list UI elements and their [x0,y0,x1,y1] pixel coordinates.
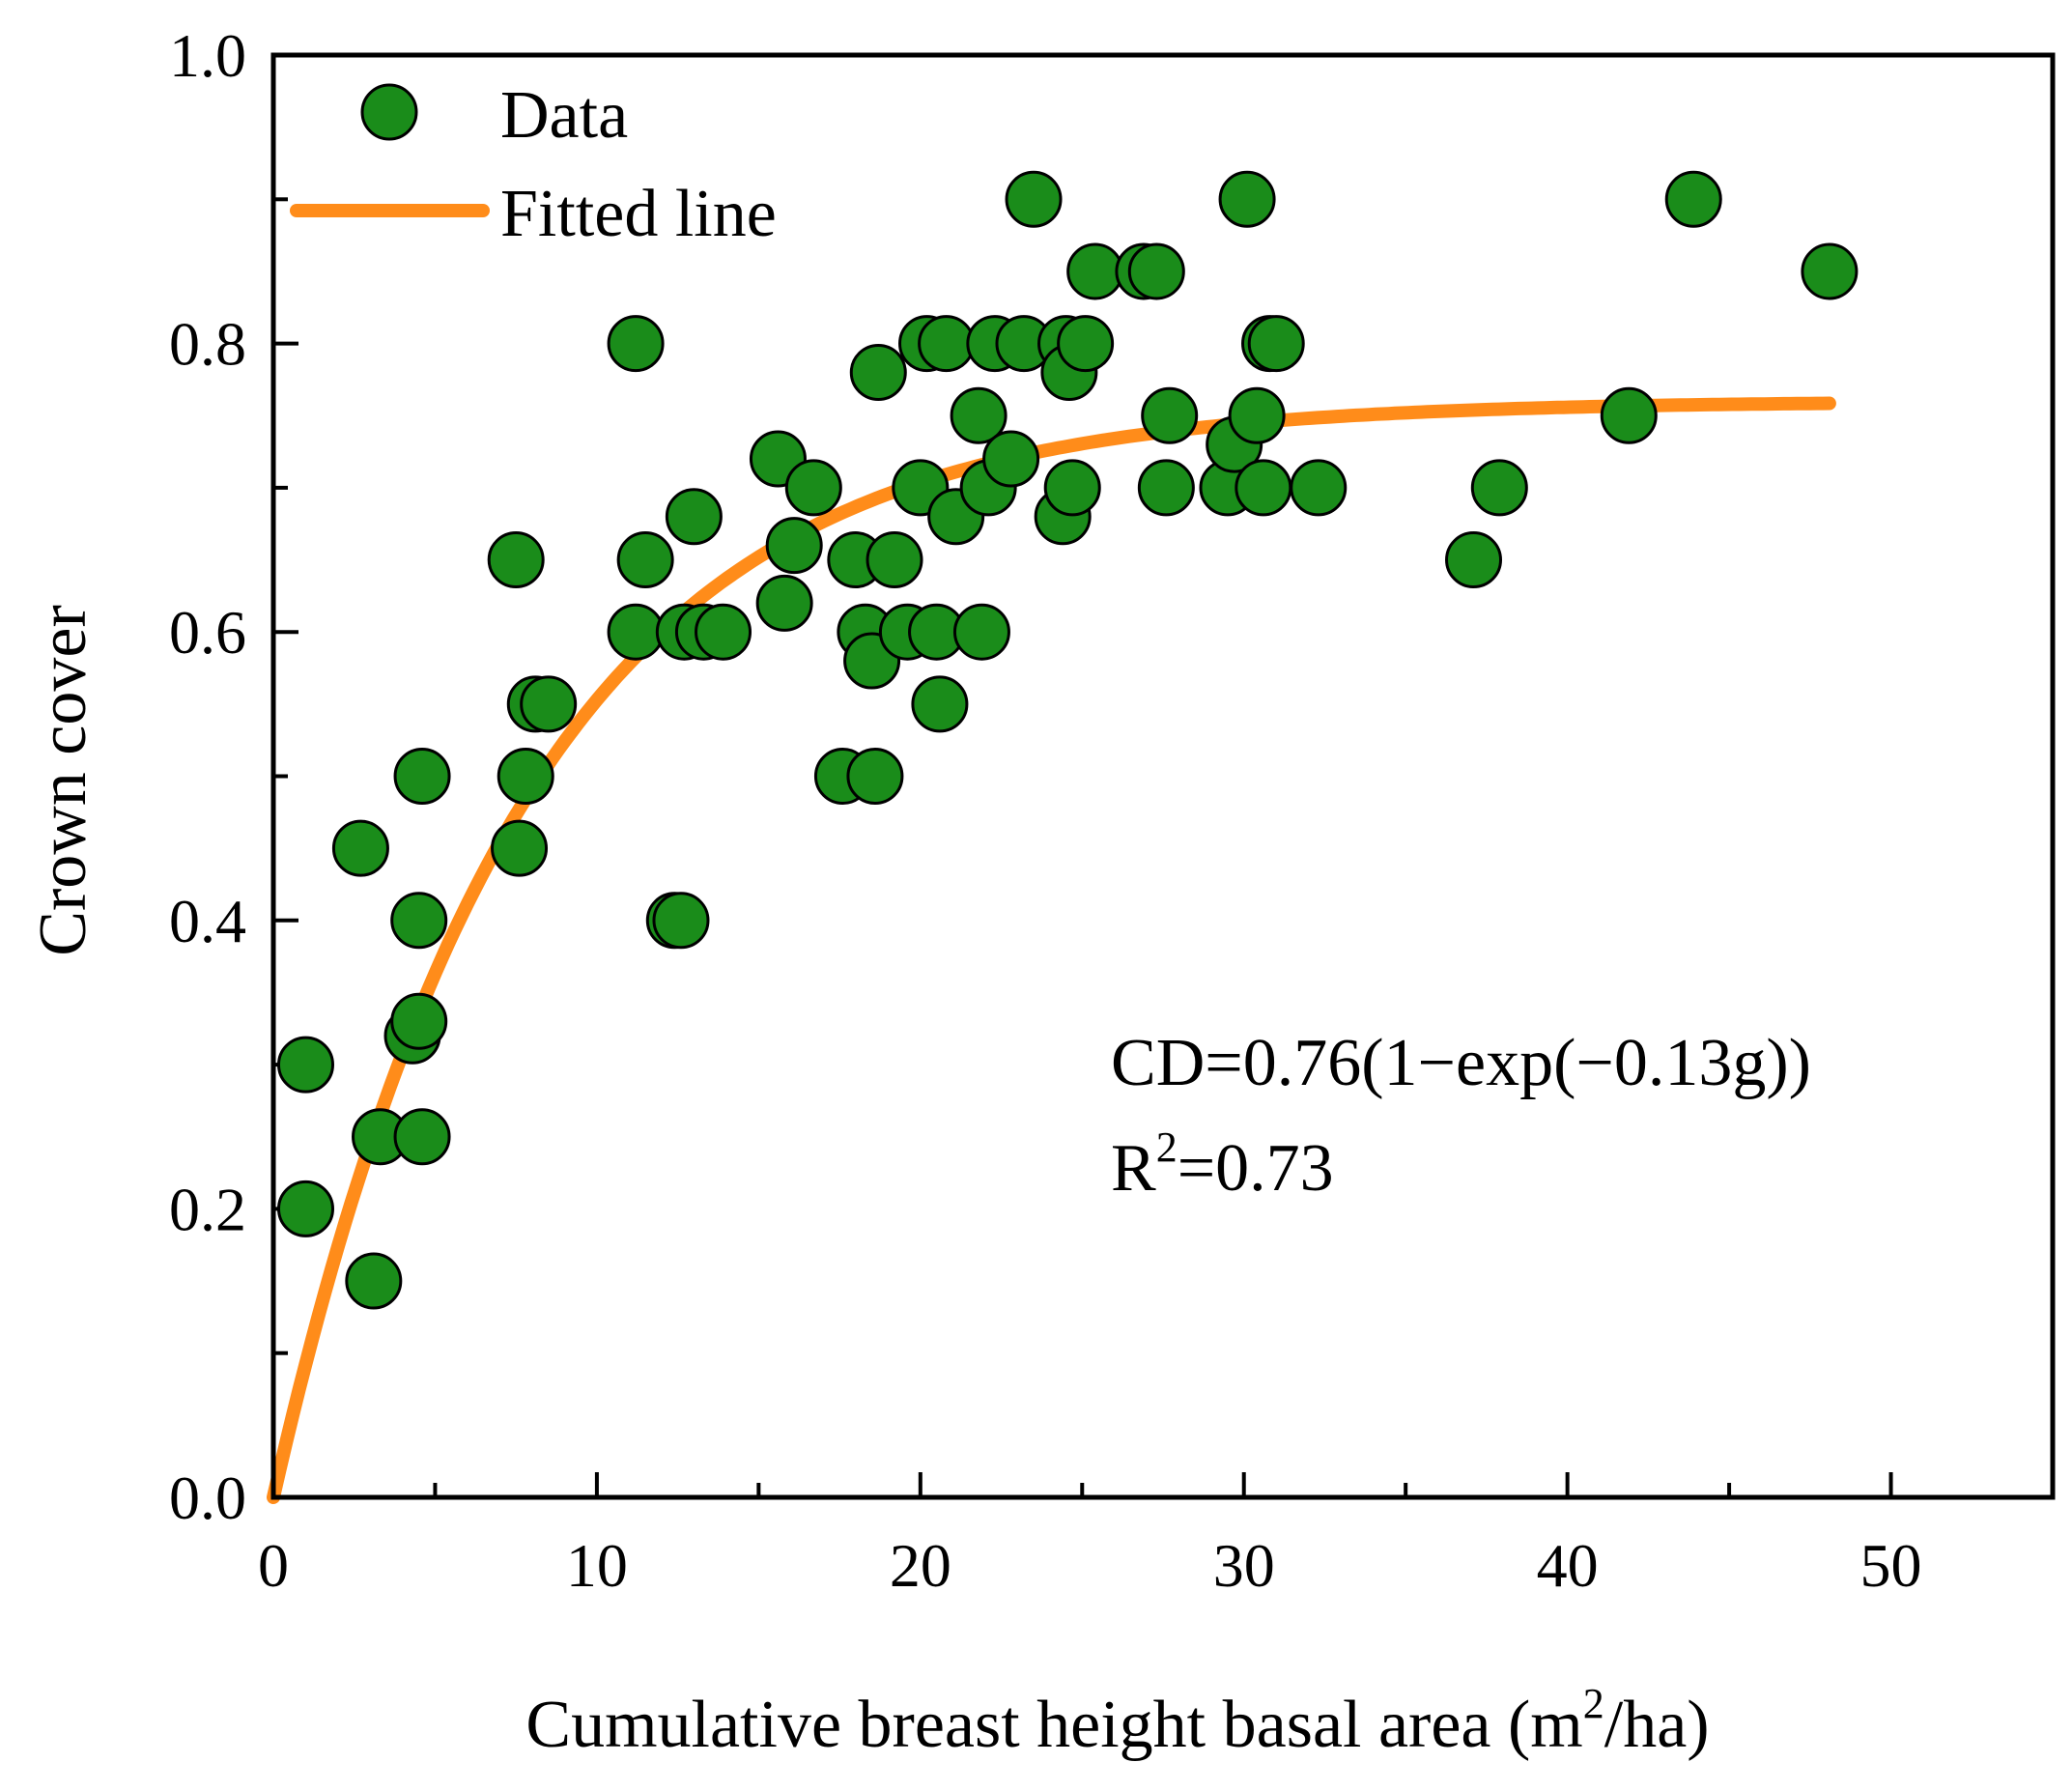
r-squared-suffix: =0.73 [1178,1131,1334,1206]
data-point [982,430,1040,488]
data-point [1141,386,1199,444]
y-tick-label: 0.8 [169,310,246,379]
data-point [652,892,710,950]
x-tick-label: 20 [890,1531,951,1600]
x-tick-label: 30 [1213,1531,1275,1600]
data-point [1057,315,1115,373]
plot-frame [270,52,2056,1500]
data-point [1235,459,1292,517]
data-point [1290,459,1348,517]
y-axis-tick-labels: 0.0 0.2 0.4 0.6 0.8 1.0 [169,21,246,1532]
data-point [1600,386,1658,444]
y-tick-label: 0.4 [169,887,246,955]
data-point [1066,242,1124,300]
data-point [765,517,823,575]
x-tick-label: 10 [566,1531,628,1600]
y-tick-label: 0.0 [169,1464,246,1532]
data-point [390,992,448,1050]
x-axis-title-suffix: /ha) [1604,1688,1710,1762]
data-point [520,675,578,733]
x-tick-label: 0 [258,1531,289,1600]
data-point [950,386,1008,444]
legend-label-data: Data [500,78,628,153]
data-points-layer [276,170,1859,1310]
data-point [276,1180,334,1237]
data-point [1664,170,1722,228]
data-point [491,819,549,877]
data-point [952,603,1010,661]
x-axis-tick-labels: 0 10 20 30 40 50 [258,1531,1922,1600]
y-tick-label: 1.0 [169,21,246,90]
data-point [1218,170,1276,228]
data-point [393,1108,451,1166]
data-point [331,819,389,877]
data-point [784,459,842,517]
data-point [1137,459,1195,517]
x-tick-label: 50 [1860,1531,1922,1600]
data-point [665,488,723,546]
equation-annotation: CD=0.76(1−exp(−0.13g)) [1111,1026,1811,1100]
data-point [276,1036,334,1094]
r-squared-prefix: R [1111,1131,1156,1206]
r-squared-superscript: 2 [1156,1123,1178,1171]
data-point [616,531,674,589]
data-point [390,892,448,950]
data-point [487,531,545,589]
x-axis-title-prefix: Cumulative breast height basal area (m [525,1688,1582,1762]
legend-marker-data [360,83,418,141]
data-point [393,748,451,805]
legend: Data Fitted line [290,78,777,251]
data-point [918,315,976,373]
r-squared-annotation: R2=0.73 [1111,1123,1334,1206]
y-tick-label: 0.2 [169,1175,246,1243]
data-point [1445,531,1503,589]
data-point [607,603,665,661]
x-axis-title: Cumulative breast height basal area (m2/… [525,1680,1709,1762]
data-point [497,748,554,805]
data-point [695,603,752,661]
y-tick-label: 0.6 [169,598,246,667]
data-point [1127,242,1185,300]
data-point [911,675,969,733]
data-point [607,315,665,373]
data-point [1801,242,1859,300]
data-point [1470,459,1528,517]
data-point [345,1252,403,1310]
data-point [755,574,813,632]
y-axis-title: Crown cover [26,605,100,956]
data-point [1247,315,1305,373]
data-point [1005,170,1063,228]
data-point [849,343,907,401]
legend-label-fitted: Fitted line [500,177,777,251]
x-tick-label: 40 [1537,1531,1599,1600]
data-point [1043,459,1101,517]
data-point [1228,386,1286,444]
data-point [846,748,904,805]
x-axis-title-superscript: 2 [1583,1680,1604,1727]
data-point [866,531,923,589]
